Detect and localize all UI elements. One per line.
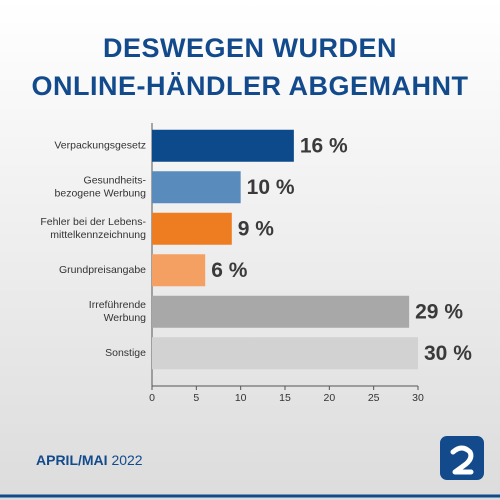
x-tick-label: 10 — [235, 392, 247, 404]
bar — [152, 171, 241, 204]
chart-title: ONLINE-HÄNDLER ABGEMAHNT — [32, 71, 469, 101]
y-tick-label: Verpackungsgesetz — [54, 140, 146, 152]
logo-glyph — [450, 445, 474, 475]
value-label: 29 % — [415, 300, 463, 323]
bar — [152, 337, 418, 370]
y-tick-label: Werbung — [104, 312, 147, 324]
bar — [152, 295, 410, 328]
value-label: 10 % — [247, 176, 295, 199]
x-tick-label: 30 — [412, 392, 424, 404]
x-tick-label: 25 — [368, 392, 380, 404]
bar — [152, 129, 294, 162]
value-label: 6 % — [211, 259, 248, 282]
logo — [440, 436, 484, 480]
chart-title: DESWEGEN WURDEN — [103, 33, 397, 63]
value-label: 9 % — [238, 217, 275, 240]
footer: APRIL/MAI 2022 — [36, 452, 143, 468]
y-tick-label: Grundpreisangabe — [59, 264, 146, 276]
value-label: 30 % — [424, 342, 472, 365]
y-tick-label: Gesundheits- — [84, 175, 147, 187]
x-tick-label: 0 — [149, 392, 155, 404]
value-label: 16 % — [300, 134, 348, 157]
y-tick-label: Sonstige — [105, 347, 146, 359]
x-tick-label: 5 — [193, 392, 199, 404]
footer-period: APRIL/MAI — [36, 452, 108, 468]
logo-box — [440, 436, 484, 480]
x-tick-label: 20 — [323, 392, 335, 404]
bar — [152, 212, 232, 245]
x-tick-label: 15 — [279, 392, 291, 404]
footer-year: 2022 — [111, 452, 142, 468]
y-tick-label: Fehler bei der Lebens- — [40, 216, 146, 228]
y-tick-label: bezogene Werbung — [55, 188, 147, 200]
y-tick-label: Irreführende — [89, 299, 146, 311]
y-tick-label: mittelkennzeichnung — [50, 229, 146, 241]
bar — [152, 254, 206, 287]
